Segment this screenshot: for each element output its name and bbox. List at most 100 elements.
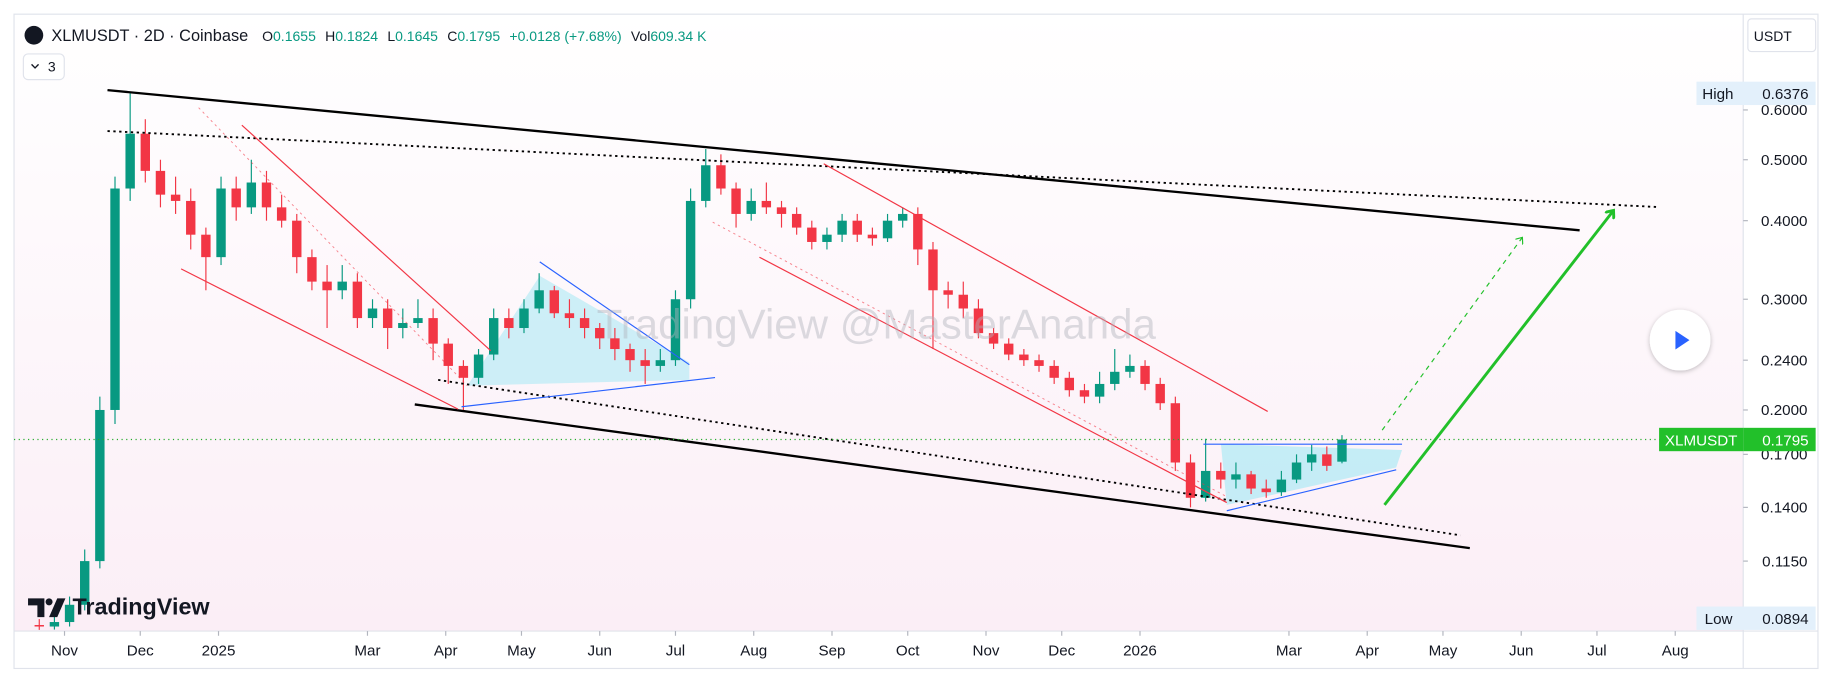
candle-body xyxy=(352,281,363,319)
x-tick-label: May xyxy=(507,643,536,660)
candle-body xyxy=(1079,390,1090,397)
candle-body xyxy=(943,290,953,295)
candle-body xyxy=(95,409,105,562)
high-value: 0.6376 xyxy=(1762,86,1808,103)
x-tick-label: May xyxy=(1429,643,1458,660)
candle-body xyxy=(716,165,726,189)
candle-body xyxy=(897,213,908,221)
candle-body xyxy=(246,182,257,208)
symbol-tag-box xyxy=(1659,427,1744,452)
x-tick-label: Mar xyxy=(354,643,380,660)
watermark: TradingView @MasterAnanda xyxy=(597,300,1157,347)
candle-body xyxy=(1140,365,1150,384)
candle-body xyxy=(595,328,605,339)
indicator-count[interactable]: 3 xyxy=(48,58,56,74)
candle-body xyxy=(958,294,968,309)
play-icon xyxy=(1675,330,1690,350)
triangle-line xyxy=(1226,469,1397,512)
projection-arrow-dashed xyxy=(1381,237,1522,431)
candle-body xyxy=(140,133,150,171)
x-tick-label: Jul xyxy=(1587,643,1606,660)
candle-body xyxy=(807,227,817,242)
candle-body xyxy=(201,234,211,258)
candle-body xyxy=(928,249,938,291)
candle-body xyxy=(170,194,181,201)
x-tick-label: Oct xyxy=(896,643,920,660)
candle-body xyxy=(322,281,332,291)
candle-body xyxy=(610,338,620,350)
channel-mid xyxy=(198,107,468,387)
candle-body xyxy=(458,365,469,378)
candle-body xyxy=(367,308,378,319)
candle-body xyxy=(837,220,847,235)
x-tick-label: Jun xyxy=(588,643,612,660)
candle-body xyxy=(1064,377,1075,391)
candle-body xyxy=(1261,488,1271,493)
candle-body xyxy=(276,207,287,221)
x-tick-label: Nov xyxy=(51,643,78,660)
candle-body xyxy=(549,290,559,314)
x-tick-label: Aug xyxy=(740,643,767,660)
x-tick-label: 2025 xyxy=(202,643,236,660)
y-tick-label: 0.2400 xyxy=(1761,352,1807,369)
candle-body xyxy=(1216,470,1226,480)
high-label: High xyxy=(1702,86,1733,103)
candle-body xyxy=(125,133,135,189)
ohlc-label: L xyxy=(387,28,395,44)
legend: XLMUSDT · 2D · Coinbase O0.1655 H0.1824 … xyxy=(51,27,707,45)
candle-body xyxy=(473,354,484,378)
x-tick-label: Apr xyxy=(434,643,458,660)
candle-body xyxy=(49,622,60,627)
triangle-line xyxy=(461,376,716,408)
symbol-tag: XLMUSDT xyxy=(1665,432,1738,449)
candle-body xyxy=(579,318,590,329)
candle-body xyxy=(1306,454,1317,463)
brand-mark xyxy=(28,598,66,618)
x-tick-label: 2026 xyxy=(1123,643,1157,660)
x-tick-label: Dec xyxy=(127,643,154,660)
candle-body xyxy=(155,170,166,195)
play-button[interactable] xyxy=(1649,309,1711,371)
candle-body xyxy=(625,349,635,361)
candle-body xyxy=(1200,470,1211,498)
candle-body xyxy=(1019,354,1029,361)
candle-body xyxy=(685,200,696,300)
y-tick-label: 0.1150 xyxy=(1762,553,1807,570)
candle-body xyxy=(655,360,666,366)
y-tick-label: 0.1400 xyxy=(1761,500,1807,517)
candle-body xyxy=(534,290,544,309)
candle-body xyxy=(489,318,499,355)
trendline xyxy=(414,403,1470,550)
low-label: Low xyxy=(1705,611,1733,628)
candle-body xyxy=(913,213,923,250)
candle-body xyxy=(1322,454,1332,466)
candle-body xyxy=(261,182,272,208)
candle-body xyxy=(216,188,226,258)
indicator-toggle[interactable] xyxy=(22,53,65,81)
candles xyxy=(34,93,1347,630)
channel-line xyxy=(241,124,492,352)
x-tick-label: Nov xyxy=(973,643,1000,660)
currency-button[interactable] xyxy=(1747,18,1817,53)
brand-text: TradingView xyxy=(72,594,210,620)
frame xyxy=(13,13,1819,670)
candle-body xyxy=(1337,439,1347,462)
candle-body xyxy=(1110,371,1120,384)
candle-body xyxy=(988,333,999,344)
trendline xyxy=(107,88,1580,232)
channel-line xyxy=(180,268,459,410)
ohlc-label: C xyxy=(447,28,457,44)
candle-body xyxy=(564,313,575,319)
channel-mid xyxy=(712,221,1228,498)
candle-body xyxy=(504,318,514,329)
symbol-title: XLMUSDT · 2D · Coinbase xyxy=(51,27,248,45)
candle-body xyxy=(337,281,347,291)
candle-body xyxy=(428,318,438,344)
projection-arrow xyxy=(1383,210,1614,506)
candle-body xyxy=(791,213,802,228)
candle-body xyxy=(1246,474,1256,489)
currency[interactable]: USDT xyxy=(1754,28,1793,44)
ohlc-value: 0.1655 xyxy=(273,28,316,44)
candle-body xyxy=(443,343,453,366)
